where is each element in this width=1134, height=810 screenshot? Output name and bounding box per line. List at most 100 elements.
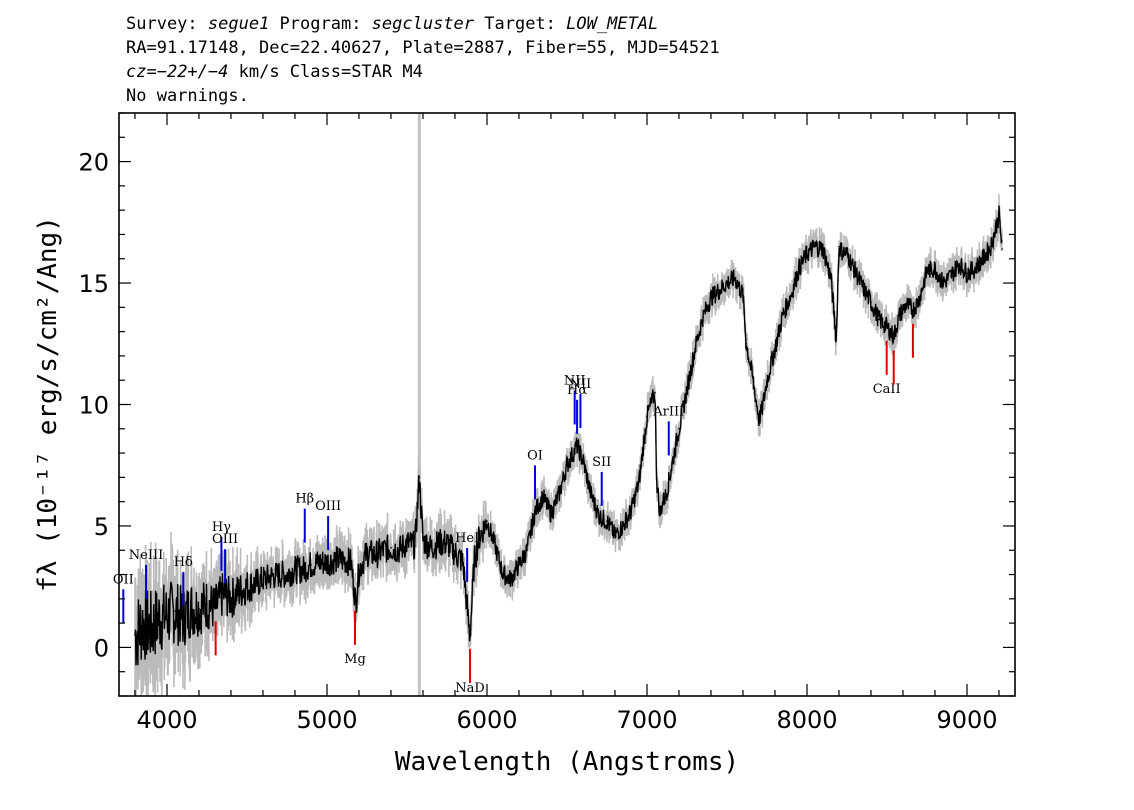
flux-point [494,544,496,547]
flux-series-line [134,205,1003,666]
spectrum-header: Survey: segue1 Program: segcluster Targe… [126,12,720,108]
absorption-line-label: CaII [873,382,901,397]
flux-point [694,347,696,350]
program-label: Program: [269,14,372,34]
flux-point [366,551,368,554]
flux-point [966,272,968,275]
emission-line-label: OIII [212,532,238,547]
flux-point [912,309,914,311]
flux-point [350,561,352,564]
flux-point [478,537,480,539]
flux-point [958,262,960,265]
flux-point [806,253,808,255]
flux-point [878,318,880,321]
cz-value: =−22+/−4 [146,62,229,82]
flux-point [990,245,992,248]
x-tick-label: 7000 [616,706,677,734]
flux-point [134,634,136,637]
x-tick-label: 8000 [776,706,837,734]
header-line-coordinates: RA=91.17148, Dec=22.40627, Plate=2887, F… [126,38,720,58]
flux-point [686,389,688,391]
flux-point [526,549,528,552]
flux-point [182,617,184,620]
flux-point [662,500,664,503]
flux-point [838,245,840,248]
cz-label: cz [126,62,147,82]
target-value: LOW_METAL [566,14,659,34]
flux-point [726,282,728,284]
flux-point [622,525,624,527]
flux-point [542,496,544,498]
flux-point [814,245,816,248]
flux-point [905,304,907,306]
flux-point [166,615,168,617]
flux-point [469,636,471,639]
flux-point [892,335,895,338]
y-tick-label: 20 [78,149,109,177]
x-tick-label: 4000 [136,706,197,734]
flux-point [286,573,288,576]
flux-point [782,313,784,316]
flux-point [355,602,357,605]
flux-point [758,418,760,420]
flux-point [885,326,888,328]
emission-line-label: Hβ [295,492,314,507]
flux-point [835,338,838,340]
emission-line-label: ArIII [652,404,684,419]
flux-point [576,445,578,447]
flux-point [974,267,976,270]
flux-point [174,610,176,612]
flux-point [406,542,408,544]
flux-point [942,282,944,284]
emission-line-label: Hα [567,383,587,398]
flux-point [502,573,504,576]
flux-point [382,549,384,552]
flux-point [302,568,304,571]
flux-point [294,568,296,571]
flux-point [222,593,224,595]
flux-point [798,267,800,270]
flux-point [774,347,776,350]
flux-point [534,510,536,513]
absorption-line-label: Mg [344,652,366,667]
flux-point [582,459,584,462]
flux-point [654,391,656,394]
flux-point [190,607,192,610]
flux-point [718,289,720,292]
flux-point [270,576,272,578]
program-value: segcluster [371,14,475,34]
y-axis-title: fλ (10⁻¹⁷ erg/s/cm²/Ang) [33,216,63,592]
flux-point [214,607,216,610]
flux-point [659,513,661,515]
flux-point [862,287,864,289]
flux-point [318,561,320,564]
flux-point [473,561,476,564]
flux-point [822,248,824,250]
emission-line-label: OI [527,448,543,463]
flux-point [734,277,736,280]
flux-point [830,277,832,280]
flux-point [558,493,560,496]
flux-point [310,564,312,566]
flux-point [846,253,848,255]
flux-point [142,622,144,624]
flux-point [438,542,440,544]
flux-point [742,294,744,297]
emission-line-label: OII [113,572,134,587]
emission-line-label: NII [564,373,586,388]
flux-point [761,408,763,411]
flux-point [518,564,520,566]
flux-point [390,547,392,549]
flux-point [150,627,152,629]
flux-point [342,559,344,561]
class-text: km/s Class=STAR M4 [228,62,423,82]
flux-point [198,607,200,610]
flux-point [646,415,648,418]
flux-point [590,493,592,496]
survey-label: Survey: [126,14,208,34]
flux-point [918,299,920,301]
flux-point [254,583,256,586]
y-tick-label: 15 [78,270,109,298]
flux-point [655,476,658,479]
